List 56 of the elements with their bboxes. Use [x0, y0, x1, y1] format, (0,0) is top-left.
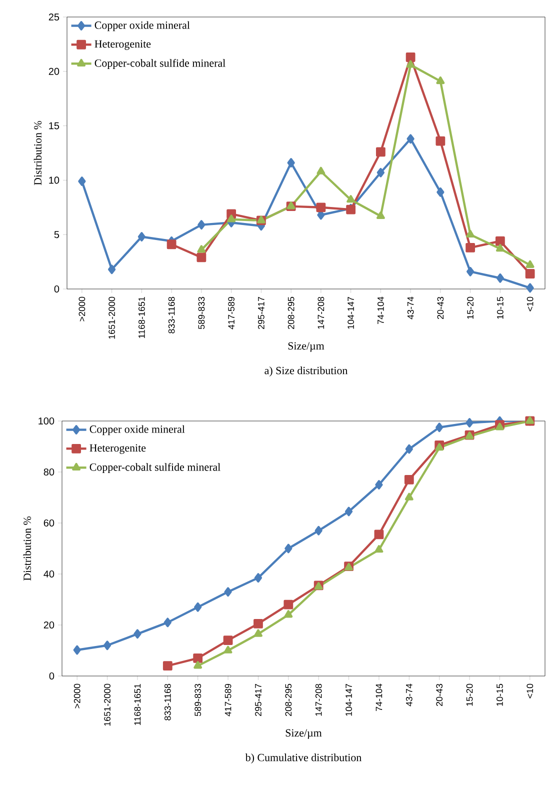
- x-tick-label: <10: [526, 684, 534, 698]
- x-tick-label: 20-43: [436, 684, 443, 706]
- x-tick-label: <10: [526, 296, 534, 312]
- x-tick-label: 1651-2000: [108, 296, 115, 339]
- x-axis-title: Size/µm: [288, 342, 324, 352]
- x-tick-label: 833-1168: [164, 684, 171, 720]
- x-tick-label: 15-20: [466, 684, 473, 706]
- legend-label: Copper oxide mineral: [94, 21, 190, 32]
- x-tick-label: 417-589: [224, 684, 232, 716]
- y-tick-label: 40: [44, 570, 54, 578]
- x-tick-label: 43-74: [407, 296, 414, 320]
- x-tick-label: 74-104: [376, 684, 382, 711]
- x-tick-label: 147-208: [315, 684, 322, 716]
- y-tick-label: 10: [49, 176, 60, 184]
- y-tick-label: 25: [48, 13, 60, 21]
- x-tick-label: 833-1168: [168, 296, 175, 334]
- legend-label: Heterogenite: [90, 444, 146, 454]
- x-tick-label: 104-147: [348, 296, 354, 329]
- x-tick-label: 10-15: [496, 684, 503, 706]
- x-tick-label: 15-20: [467, 296, 474, 319]
- legend-label: Copper oxide mineral: [90, 425, 185, 436]
- y-tick-label: 0: [54, 285, 60, 293]
- x-tick-label: 1168-1651: [134, 684, 141, 726]
- x-tick-label: 208-295: [288, 296, 294, 329]
- x-tick-label: 589-833: [194, 684, 202, 716]
- text: a) Size distribution: [264, 366, 348, 376]
- x-tick-label: 1651-2000: [104, 684, 110, 726]
- x-tick-label: 208-295: [285, 684, 292, 716]
- legend-label: Copper-cobalt sulfide mineral: [94, 58, 226, 70]
- y-tick-label: 100: [38, 417, 54, 425]
- text: b) Cumulative distribution: [245, 754, 362, 764]
- x-tick-label: 20-43: [437, 296, 444, 319]
- x-tick-label: >2000: [78, 296, 86, 322]
- x-tick-label: 43-74: [406, 684, 412, 706]
- legend-label: Copper-cobalt sulfide mineral: [90, 462, 220, 474]
- x-axis-title: Size/µm: [286, 729, 322, 739]
- x-tick-label: 417-589: [228, 296, 234, 330]
- y-tick-label: 15: [49, 122, 60, 130]
- x-tick-label: 147-208: [318, 296, 324, 329]
- y-axis-title: Distribution %: [34, 120, 42, 186]
- y-tick-label: 20: [44, 621, 54, 629]
- x-tick-label: 1168-1651: [138, 296, 145, 338]
- y-tick-label: 5: [54, 231, 60, 238]
- legend-label: Heterogenite: [94, 40, 151, 50]
- y-tick-label: 20: [48, 68, 60, 75]
- y-tick-label: 80: [44, 468, 54, 476]
- x-tick-label: 10-15: [497, 296, 504, 319]
- y-tick-label: 60: [44, 519, 54, 527]
- x-tick-label: >2000: [74, 684, 80, 708]
- x-tick-label: 295-417: [255, 684, 262, 716]
- x-tick-label: 104-147: [346, 684, 352, 716]
- y-axis-title: Distribution %: [23, 516, 32, 581]
- x-tick-label: 589-833: [198, 296, 205, 330]
- y-tick-label: 0: [49, 672, 54, 680]
- x-tick-label: 74-104: [378, 296, 384, 324]
- x-tick-label: 295-417: [258, 296, 264, 329]
